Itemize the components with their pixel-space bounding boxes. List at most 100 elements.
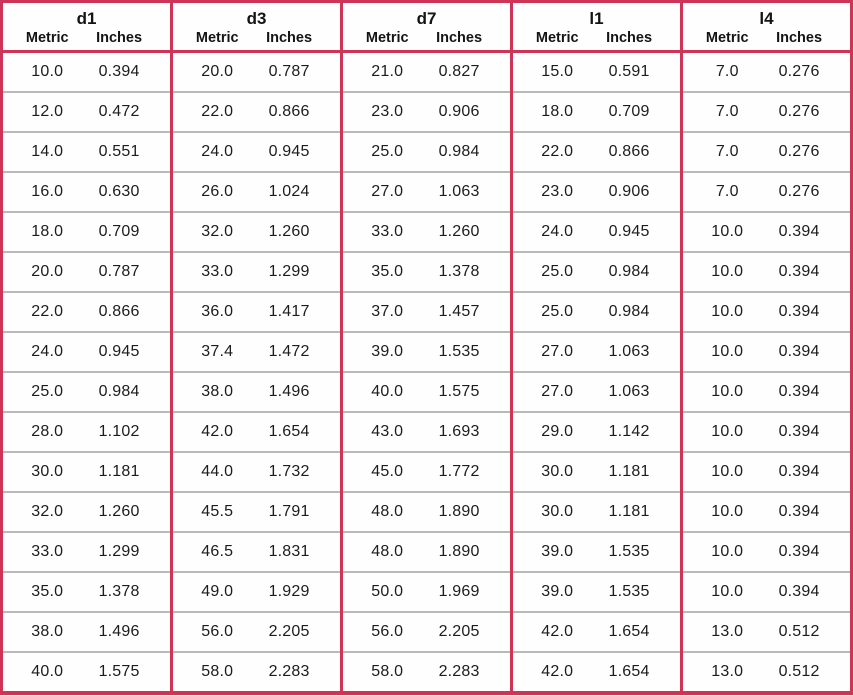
metric-value: 50.0 (371, 583, 404, 600)
inches-value: 2.283 (438, 663, 480, 680)
table-row: 14.0 0.551 (3, 131, 170, 171)
metric-value: 33.0 (31, 543, 64, 560)
metric-value: 24.0 (31, 343, 64, 360)
inches-value: 2.205 (268, 623, 310, 640)
inches-value: 0.984 (608, 303, 650, 320)
metric-value: 32.0 (31, 503, 64, 520)
col-header-metric: Metric (365, 29, 409, 46)
table-row: 25.0 0.984 (3, 371, 170, 411)
table-row: 38.0 1.496 (3, 611, 170, 651)
metric-value: 38.0 (201, 383, 234, 400)
inches-value: 1.890 (438, 503, 480, 520)
table-row: 36.0 1.417 (173, 291, 340, 331)
inches-value: 0.866 (268, 103, 310, 120)
table-row: 7.0 0.276 (683, 91, 850, 131)
inches-value: 1.299 (98, 543, 140, 560)
metric-value: 26.0 (201, 183, 234, 200)
metric-value: 35.0 (371, 263, 404, 280)
group-header-d3: d3 Metric Inches (173, 3, 340, 53)
inches-value: 1.535 (608, 583, 650, 600)
inches-value: 0.827 (438, 63, 480, 80)
inches-value: 1.063 (608, 343, 650, 360)
inches-value: 0.394 (778, 223, 820, 240)
inches-value: 0.709 (98, 223, 140, 240)
inches-value: 1.181 (98, 463, 140, 480)
inches-value: 1.890 (438, 543, 480, 560)
inches-value: 1.969 (438, 583, 480, 600)
inches-value: 1.457 (438, 303, 480, 320)
metric-value: 10.0 (711, 263, 744, 280)
metric-value: 10.0 (711, 463, 744, 480)
table-row: 27.0 1.063 (513, 331, 680, 371)
metric-value: 40.0 (371, 383, 404, 400)
table-row: 13.0 0.512 (683, 611, 850, 651)
inches-value: 1.142 (608, 423, 650, 440)
metric-value: 13.0 (711, 663, 744, 680)
metric-value: 25.0 (371, 143, 404, 160)
inches-value: 1.181 (608, 503, 650, 520)
inches-value: 1.654 (268, 423, 310, 440)
table-row: 38.0 1.496 (173, 371, 340, 411)
metric-value: 10.0 (711, 343, 744, 360)
inches-value: 1.378 (438, 263, 480, 280)
col-header-inches: Inches (776, 29, 823, 46)
group-title-l4: l4 (759, 9, 774, 29)
inches-value: 1.831 (268, 543, 310, 560)
table-row: 48.0 1.890 (343, 531, 510, 571)
metric-value: 30.0 (541, 463, 574, 480)
inches-value: 2.205 (438, 623, 480, 640)
inches-value: 0.512 (778, 663, 820, 680)
inches-value: 1.535 (438, 343, 480, 360)
table-row: 30.0 1.181 (513, 491, 680, 531)
table-row: 32.0 1.260 (173, 211, 340, 251)
inches-value: 0.472 (98, 103, 140, 120)
inches-value: 0.551 (98, 143, 140, 160)
group-rows: 15.0 0.591 18.0 0.709 22.0 0.866 23.0 0.906 24.0… (513, 53, 680, 691)
metric-value: 35.0 (31, 583, 64, 600)
table-row: 24.0 0.945 (513, 211, 680, 251)
column-group-d1: d1 Metric Inches 10.0 0.394 12.0 0.472 14.0 0.55… (3, 3, 170, 691)
table-row: 21.0 0.827 (343, 53, 510, 91)
table-row: 25.0 0.984 (513, 251, 680, 291)
table-row: 32.0 1.260 (3, 491, 170, 531)
metric-value: 58.0 (371, 663, 404, 680)
inches-value: 0.866 (608, 143, 650, 160)
table-row: 24.0 0.945 (3, 331, 170, 371)
inches-value: 1.575 (98, 663, 140, 680)
table-row: 44.0 1.732 (173, 451, 340, 491)
inches-value: 1.417 (268, 303, 310, 320)
table-row: 10.0 0.394 (683, 291, 850, 331)
group-header-d1: d1 Metric Inches (3, 3, 170, 53)
inches-value: 1.654 (608, 663, 650, 680)
metric-value: 22.0 (31, 303, 64, 320)
column-group-d3: d3 Metric Inches 20.0 0.787 22.0 0.866 24.0 0.94… (173, 3, 340, 691)
inches-value: 0.394 (778, 503, 820, 520)
inches-value: 1.496 (98, 623, 140, 640)
inches-value: 0.906 (608, 183, 650, 200)
table-row: 45.0 1.772 (343, 451, 510, 491)
table-row: 27.0 1.063 (343, 171, 510, 211)
inches-value: 1.535 (608, 543, 650, 560)
metric-value: 45.0 (371, 463, 404, 480)
table-row: 58.0 2.283 (173, 651, 340, 691)
table-row: 23.0 0.906 (343, 91, 510, 131)
metric-value: 48.0 (371, 503, 404, 520)
inches-value: 0.512 (778, 623, 820, 640)
metric-value: 48.0 (371, 543, 404, 560)
group-header-d7: d7 Metric Inches (343, 3, 510, 53)
table-row: 49.0 1.929 (173, 571, 340, 611)
table-row: 42.0 1.654 (513, 651, 680, 691)
metric-value: 7.0 (715, 103, 739, 120)
metric-value: 29.0 (541, 423, 574, 440)
inches-value: 1.299 (268, 263, 310, 280)
table-row: 10.0 0.394 (683, 491, 850, 531)
inches-value: 0.276 (778, 63, 820, 80)
col-header-metric: Metric (535, 29, 579, 46)
metric-value: 10.0 (711, 423, 744, 440)
table-row: 10.0 0.394 (3, 53, 170, 91)
col-header-metric: Metric (705, 29, 749, 46)
table-row: 48.0 1.890 (343, 491, 510, 531)
table-row: 18.0 0.709 (3, 211, 170, 251)
metric-value: 58.0 (201, 663, 234, 680)
inches-value: 1.575 (438, 383, 480, 400)
